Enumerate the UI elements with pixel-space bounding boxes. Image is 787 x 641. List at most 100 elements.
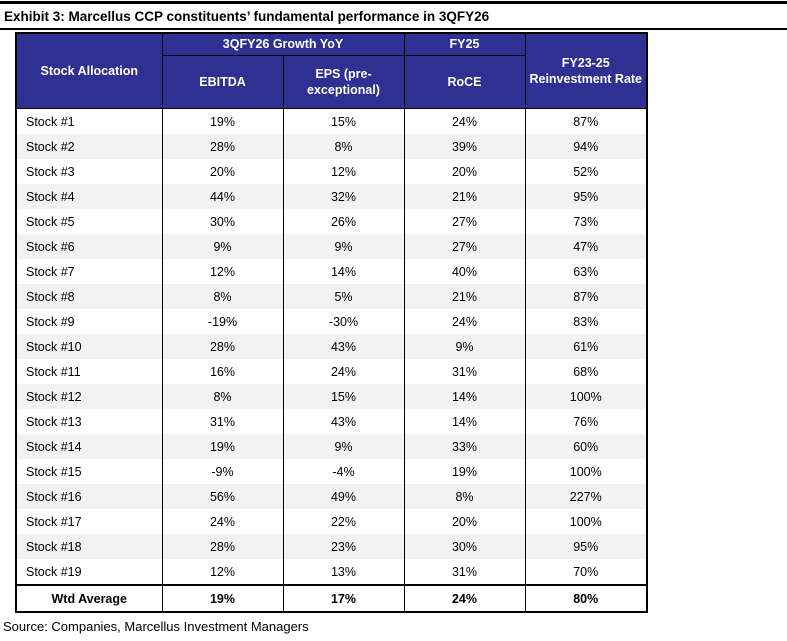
value-cell: 31% <box>161 409 284 434</box>
value-cell: -9% <box>161 459 284 484</box>
table-row: Stock #11 16% 24% 31% 68% <box>15 359 648 384</box>
table-body: Stock #1 19% 15% 24% 87% Stock #2 28% 8% 39% 94% S… <box>15 108 648 585</box>
header-group-row: Stock Allocation 3QFY26 Growth YoY FY25 … <box>15 33 648 109</box>
exhibit-title: Exhibit 3: Marcellus CCP constituents’ f… <box>4 9 490 24</box>
value-cell: -4% <box>282 459 405 484</box>
top-rule-divider <box>0 1 787 4</box>
value-cell: 9% <box>403 334 526 359</box>
value-cell: 13% <box>282 559 405 585</box>
table-row: Stock #4 44% 32% 21% 95% <box>15 184 648 209</box>
value-cell: 21% <box>403 184 526 209</box>
table-row: Stock #8 8% 5% 21% 87% <box>15 284 648 309</box>
table-row: Stock #13 31% 43% 14% 76% <box>15 409 648 434</box>
value-cell: 5% <box>282 284 405 309</box>
stock-label-cell: Stock #19 <box>15 559 163 585</box>
value-cell: 19% <box>161 108 284 134</box>
value-cell: 14% <box>403 409 526 434</box>
value-cell: 61% <box>524 334 648 359</box>
value-cell: 32% <box>282 184 405 209</box>
table-row: Stock #17 24% 22% 20% 100% <box>15 509 648 534</box>
value-cell: 100% <box>524 459 648 484</box>
header-reinvestment: FY23-25 Reinvestment Rate <box>524 33 648 109</box>
table-row: Stock #15 -9% -4% 19% 100% <box>15 459 648 484</box>
value-cell: 33% <box>403 434 526 459</box>
total-label-cell: Wtd Average <box>15 584 163 612</box>
table-row: Stock #16 56% 49% 8% 227% <box>15 484 648 509</box>
value-cell: 30% <box>403 534 526 559</box>
value-cell: 47% <box>524 234 648 259</box>
value-cell: 14% <box>282 259 405 284</box>
table-row: Stock #6 9% 9% 27% 47% <box>15 234 648 259</box>
value-cell: 44% <box>161 184 284 209</box>
stock-label-cell: Stock #11 <box>15 359 163 384</box>
value-cell: 24% <box>282 359 405 384</box>
stock-label-cell: Stock #4 <box>15 184 163 209</box>
value-cell: 31% <box>403 559 526 585</box>
value-cell: 60% <box>524 434 648 459</box>
value-cell: 43% <box>282 409 405 434</box>
value-cell: 73% <box>524 209 648 234</box>
value-cell: 95% <box>524 184 648 209</box>
value-cell: 19% <box>161 434 284 459</box>
value-cell: 9% <box>282 434 405 459</box>
value-cell: 68% <box>524 359 648 384</box>
value-cell: 14% <box>403 384 526 409</box>
value-cell: 70% <box>524 559 648 585</box>
stock-label-cell: Stock #17 <box>15 509 163 534</box>
value-cell: 31% <box>403 359 526 384</box>
value-cell: 12% <box>161 559 284 585</box>
value-cell: 24% <box>403 309 526 334</box>
value-cell: 27% <box>403 234 526 259</box>
stock-label-cell: Stock #13 <box>15 409 163 434</box>
value-cell: 76% <box>524 409 648 434</box>
value-cell: 21% <box>403 284 526 309</box>
stock-label-cell: Stock #12 <box>15 384 163 409</box>
value-cell: 94% <box>524 134 648 159</box>
value-cell: 52% <box>524 159 648 184</box>
value-cell: 22% <box>282 509 405 534</box>
stock-label-cell: Stock #10 <box>15 334 163 359</box>
stock-label-cell: Stock #18 <box>15 534 163 559</box>
value-cell: 40% <box>403 259 526 284</box>
value-cell: 26% <box>282 209 405 234</box>
value-cell: 12% <box>161 259 284 284</box>
value-cell: 227% <box>524 484 648 509</box>
stock-label-cell: Stock #3 <box>15 159 163 184</box>
value-cell: 20% <box>161 159 284 184</box>
value-cell: 20% <box>403 159 526 184</box>
table-row: Stock #10 28% 43% 9% 61% <box>15 334 648 359</box>
value-cell: -19% <box>161 309 284 334</box>
table-row: Stock #3 20% 12% 20% 52% <box>15 159 648 184</box>
total-value-cell: 19% <box>161 584 284 612</box>
value-cell: 9% <box>161 234 284 259</box>
value-cell: 43% <box>282 334 405 359</box>
table-row: Stock #7 12% 14% 40% 63% <box>15 259 648 284</box>
value-cell: 49% <box>282 484 405 509</box>
header-eps: EPS (pre-exceptional) <box>282 55 405 109</box>
table-container: Stock Allocation 3QFY26 Growth YoY FY25 … <box>15 32 787 613</box>
value-cell: 27% <box>403 209 526 234</box>
value-cell: 100% <box>524 384 648 409</box>
value-cell: 24% <box>403 108 526 134</box>
stock-label-cell: Stock #1 <box>15 108 163 134</box>
value-cell: 87% <box>524 284 648 309</box>
title-rule-divider <box>0 28 787 30</box>
table-header: Stock Allocation 3QFY26 Growth YoY FY25 … <box>15 33 648 109</box>
value-cell: 28% <box>161 134 284 159</box>
value-cell: 28% <box>161 334 284 359</box>
total-row: Wtd Average 19% 17% 24% 80% <box>15 584 648 612</box>
header-sub-row: EBITDA EPS (pre-exceptional) RoCE <box>16 55 647 109</box>
value-cell: 56% <box>161 484 284 509</box>
value-cell: 19% <box>403 459 526 484</box>
source-note: Source: Companies, Marcellus Investment … <box>3 619 309 634</box>
value-cell: 87% <box>524 108 648 134</box>
table-row: Stock #2 28% 8% 39% 94% <box>15 134 648 159</box>
value-cell: 28% <box>161 534 284 559</box>
value-cell: 9% <box>282 234 405 259</box>
value-cell: 15% <box>282 108 405 134</box>
table-footer: Wtd Average 19% 17% 24% 80% <box>15 584 648 612</box>
value-cell: 8% <box>282 134 405 159</box>
value-cell: 30% <box>161 209 284 234</box>
value-cell: 39% <box>403 134 526 159</box>
table-row: Stock #5 30% 26% 27% 73% <box>15 209 648 234</box>
